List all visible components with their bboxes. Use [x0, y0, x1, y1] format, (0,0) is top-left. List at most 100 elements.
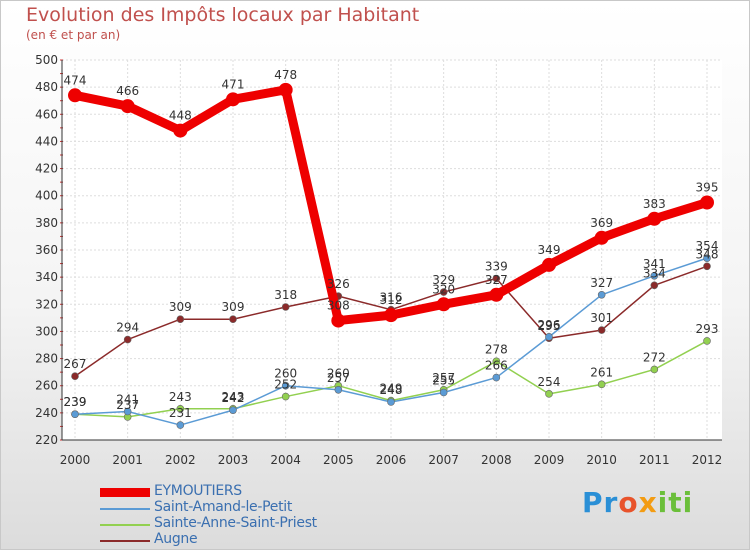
data-point-eymoutiers	[120, 99, 135, 114]
data-label-eymoutiers: 466	[116, 84, 139, 98]
x-tick-label: 2001	[112, 453, 143, 467]
data-label-eymoutiers: 474	[64, 73, 87, 87]
data-label-saint-amand-le-petit: 327	[590, 276, 613, 290]
y-tick-label: 360	[35, 243, 58, 257]
x-tick-label: 2005	[323, 453, 354, 467]
data-point-saint-amand-le-petit	[597, 290, 606, 299]
legend-swatch-saint-amand-le-petit	[100, 508, 150, 510]
data-label-eymoutiers: 308	[327, 299, 350, 313]
data-point-augne	[597, 326, 606, 334]
data-point-sainte-anne-saint-priest	[176, 404, 185, 413]
legend-label-eymoutiers: EYMOUTIERS	[154, 483, 242, 499]
x-tick-label: 2004	[270, 453, 301, 467]
x-tick-label: 2000	[60, 453, 91, 467]
data-label-saint-amand-le-petit: 255	[432, 374, 455, 388]
x-tick-label: 2012	[692, 453, 723, 467]
y-tick-label: 220	[35, 433, 58, 447]
data-point-augne	[229, 315, 237, 324]
data-label-eymoutiers: 327	[485, 273, 508, 287]
data-point-saint-amand-le-petit	[123, 407, 132, 416]
data-label-sainte-anne-saint-priest: 293	[696, 322, 719, 336]
x-tick-label: 2002	[165, 453, 196, 467]
data-label-eymoutiers: 478	[274, 68, 297, 82]
data-point-eymoutiers	[68, 88, 82, 103]
data-point-sainte-anne-saint-priest	[492, 357, 501, 366]
data-point-saint-amand-le-petit	[492, 373, 501, 382]
data-point-eymoutiers	[384, 308, 398, 323]
x-tick-label: 2007	[428, 453, 459, 467]
data-label-saint-amand-le-petit: 296	[538, 318, 561, 332]
data-label-saint-amand-le-petit: 341	[643, 257, 666, 271]
data-label-saint-amand-le-petit: 248	[380, 383, 403, 397]
data-point-augne	[123, 335, 132, 344]
data-label-sainte-anne-saint-priest: 243	[169, 390, 192, 404]
x-tick-label: 2011	[639, 453, 670, 467]
y-tick-label: 400	[35, 189, 58, 203]
data-label-augne: 309	[169, 300, 192, 314]
legend-label-sainte-anne-saint-priest: Sainte-Anne-Saint-Priest	[154, 515, 317, 531]
x-tick-label: 2003	[218, 453, 249, 467]
legend-label-augne: Augne	[154, 531, 198, 547]
data-point-saint-amand-le-petit	[650, 271, 659, 280]
data-label-sainte-anne-saint-priest: 249	[380, 382, 403, 396]
data-point-eymoutiers	[542, 257, 556, 272]
data-label-saint-amand-le-petit: 239	[64, 395, 87, 409]
data-label-sainte-anne-saint-priest: 252	[274, 378, 297, 392]
data-point-augne	[176, 315, 185, 324]
y-tick-label: 380	[35, 216, 58, 230]
data-label-eymoutiers: 349	[538, 243, 561, 257]
x-tick-label: 2008	[481, 453, 512, 467]
data-point-augne	[71, 372, 79, 381]
data-point-eymoutiers	[436, 297, 451, 312]
data-label-saint-amand-le-petit: 242	[222, 391, 245, 405]
data-point-sainte-anne-saint-priest	[281, 392, 290, 401]
data-point-eymoutiers	[647, 211, 662, 226]
y-tick-label: 480	[35, 80, 58, 94]
legend-label-saint-amand-le-petit: Saint-Amand-le-Petit	[154, 499, 293, 515]
x-tick-label: 2009	[534, 453, 565, 467]
data-label-saint-amand-le-petit: 231	[169, 406, 192, 420]
data-label-sainte-anne-saint-priest: 260	[327, 367, 350, 381]
data-label-saint-amand-le-petit: 241	[116, 393, 139, 407]
data-label-augne: 334	[643, 266, 666, 280]
data-point-saint-amand-le-petit	[545, 333, 553, 341]
data-label-augne: 295	[538, 319, 561, 333]
data-point-saint-amand-le-petit	[176, 421, 185, 429]
data-point-saint-amand-le-petit	[387, 398, 395, 406]
data-label-augne: 309	[222, 300, 245, 314]
data-label-eymoutiers: 312	[380, 293, 403, 307]
data-point-augne	[703, 262, 711, 271]
data-label-sainte-anne-saint-priest: 237	[116, 398, 139, 412]
data-point-sainte-anne-saint-priest	[545, 390, 553, 398]
data-label-augne: 339	[485, 260, 508, 274]
data-label-augne: 348	[696, 247, 719, 261]
data-label-augne: 294	[116, 321, 139, 335]
y-tick-label: 460	[35, 107, 58, 121]
data-point-saint-amand-le-petit	[281, 381, 290, 390]
data-label-augne: 301	[590, 311, 613, 325]
data-label-augne: 326	[327, 277, 350, 291]
data-label-saint-amand-le-petit: 266	[485, 359, 508, 373]
y-tick-label: 280	[35, 352, 58, 366]
legend-swatch-eymoutiers	[100, 488, 150, 497]
chart-subtitle: (en € et par an)	[26, 28, 121, 42]
data-point-eymoutiers	[489, 287, 504, 302]
chart-title: Evolution des Impôts locaux par Habitant	[26, 4, 420, 26]
proxiti-logo: Proxiti	[582, 486, 694, 519]
legend-swatch-augne	[100, 540, 150, 542]
data-point-saint-amand-le-petit	[334, 385, 343, 394]
x-tick-label: 2010	[586, 453, 617, 467]
data-label-sainte-anne-saint-priest: 278	[485, 342, 508, 356]
data-label-eymoutiers: 395	[696, 181, 719, 195]
data-label-eymoutiers: 369	[590, 216, 613, 230]
data-point-saint-amand-le-petit	[703, 254, 711, 262]
data-point-saint-amand-le-petit	[229, 406, 237, 414]
data-label-eymoutiers: 448	[169, 109, 192, 123]
data-label-augne: 318	[274, 288, 297, 302]
data-point-augne	[439, 288, 448, 296]
data-point-sainte-anne-saint-priest	[597, 380, 606, 389]
data-label-sainte-anne-saint-priest: 239	[64, 395, 87, 409]
data-point-eymoutiers	[700, 195, 714, 210]
data-point-eymoutiers	[278, 82, 293, 97]
